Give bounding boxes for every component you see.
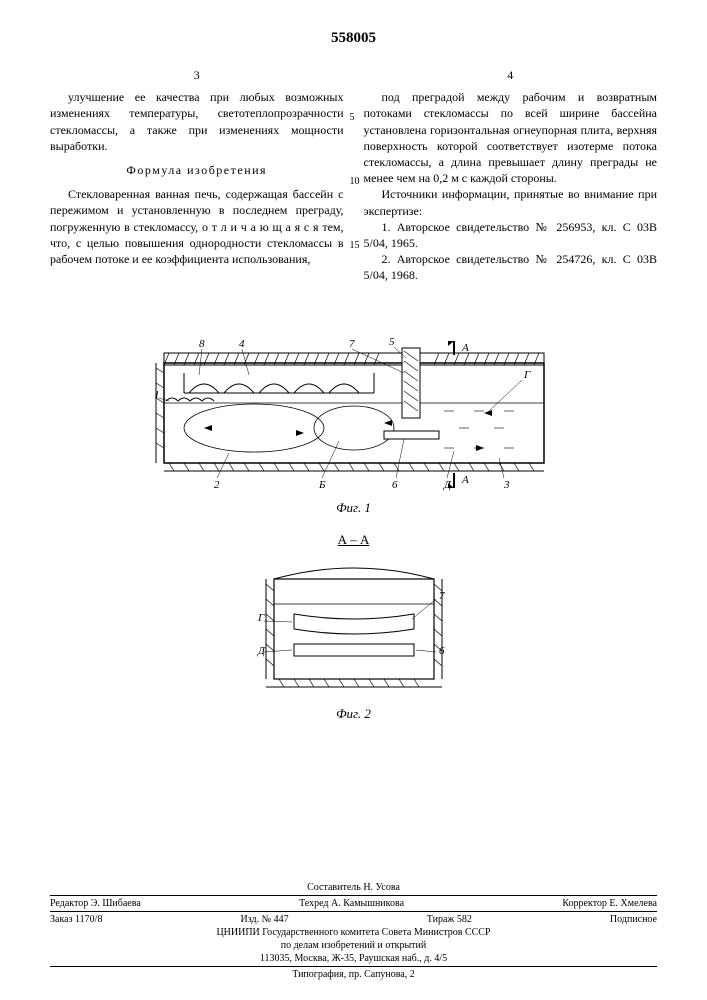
fig1-caption: Фиг. 1 (50, 500, 657, 516)
tirazh: Тираж 582 (427, 914, 472, 925)
section-label: А – А (338, 532, 370, 547)
page: 558005 3 улучшение ее качества при любых… (0, 0, 707, 1000)
svg-text:Г: Г (257, 612, 265, 624)
figures-block: 1 2 3 4 5 6 7 8 А А Б Г Д Фиг. 1 А – (50, 333, 657, 722)
techred: Техред А. Камышникова (299, 898, 404, 909)
svg-text:7: 7 (349, 338, 355, 350)
svg-text:А: А (461, 342, 469, 354)
line-marker-5: 5 (350, 111, 355, 125)
svg-text:1: 1 (154, 389, 160, 401)
line-marker-10: 10 (350, 175, 360, 189)
org1: ЦНИИПИ Государственного комитета Совета … (50, 927, 657, 938)
compiler: Составитель Н. Усова (50, 882, 657, 893)
corrector: Корректор Е. Хмелева (562, 898, 657, 909)
izd: Изд. № 447 (241, 914, 289, 925)
right-para-1: под преградой между рабочим и возвратным… (364, 89, 658, 186)
right-para-4: 2. Авторское свидетельство № 254726, кл.… (364, 251, 658, 283)
left-para-1: улучшение ее качества при любых возможны… (50, 89, 344, 154)
left-column: 3 улучшение ее качества при любых возмож… (50, 67, 344, 283)
figure-2: 7 6 Г Д (244, 549, 464, 699)
col-num-right: 4 (364, 67, 658, 83)
svg-text:3: 3 (503, 479, 510, 491)
svg-text:8: 8 (199, 338, 205, 350)
typo: Типография, пр. Сапунова, 2 (50, 969, 657, 980)
line-marker-15: 15 (350, 239, 360, 253)
order: Заказ 1170/8 (50, 914, 102, 925)
text-columns: 3 улучшение ее качества при любых возмож… (50, 67, 657, 283)
right-para-3: 1. Авторское свидетельство № 256953, кл.… (364, 219, 658, 251)
svg-text:А: А (461, 474, 469, 486)
addr: 113035, Москва, Ж-35, Раушская наб., д. … (50, 953, 657, 964)
left-para-2: Стекловаренная ванная печь, содержащая б… (50, 186, 344, 267)
footer-print: Заказ 1170/8 Изд. № 447 Тираж 582 Подпис… (50, 911, 657, 925)
svg-text:Д: Д (443, 479, 452, 491)
right-para-2: Источники информации, принятые во вниман… (364, 186, 658, 218)
col-num-left: 3 (50, 67, 344, 83)
org2: по делам изобретений и открытий (50, 940, 657, 951)
svg-text:6: 6 (392, 479, 398, 491)
svg-text:4: 4 (239, 338, 245, 350)
svg-text:5: 5 (389, 336, 395, 348)
footer-credits: Редактор Э. Шибаева Техред А. Камышников… (50, 895, 657, 909)
formula-title: Формула изобретения (50, 162, 344, 178)
svg-text:Д: Д (257, 645, 266, 657)
editor: Редактор Э. Шибаева (50, 898, 141, 909)
svg-text:2: 2 (214, 479, 220, 491)
fig2-caption: Фиг. 2 (50, 706, 657, 722)
right-column: 4 5 10 15 под преградой между рабочим и … (364, 67, 658, 283)
patent-number: 558005 (50, 30, 657, 47)
svg-text:Г: Г (523, 369, 531, 381)
podpisnoe: Подписное (610, 914, 657, 925)
footer: Составитель Н. Усова Редактор Э. Шибаева… (50, 882, 657, 980)
svg-text:Б: Б (318, 479, 326, 491)
svg-text:7: 7 (439, 590, 445, 602)
figure-1: 1 2 3 4 5 6 7 8 А А Б Г Д (144, 333, 564, 493)
svg-text:6: 6 (439, 645, 445, 657)
